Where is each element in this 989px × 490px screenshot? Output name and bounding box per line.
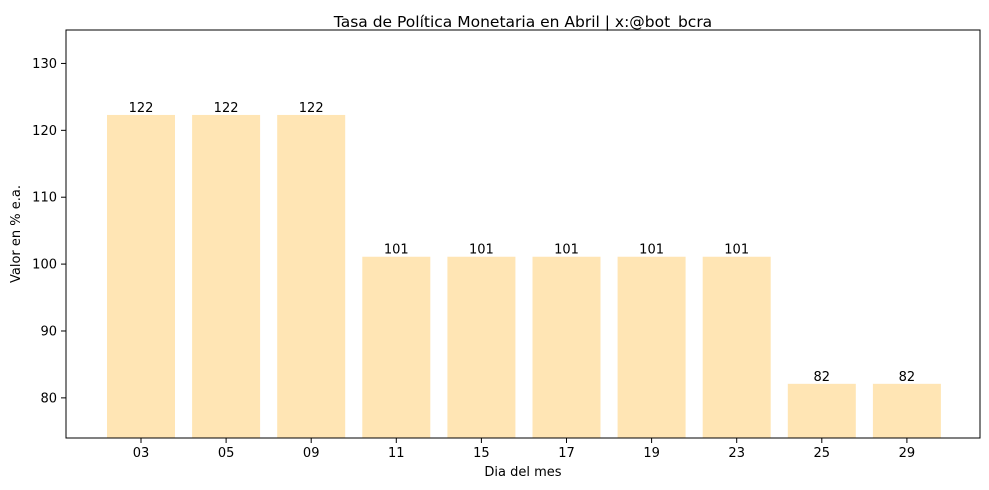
y-tick-label: 80 bbox=[40, 391, 57, 406]
x-tick-label: 25 bbox=[814, 446, 831, 461]
data-label: 101 bbox=[724, 243, 749, 258]
data-label: 82 bbox=[814, 370, 831, 385]
x-tick-label: 11 bbox=[388, 446, 405, 461]
x-tick-label: 09 bbox=[303, 446, 320, 461]
data-label: 82 bbox=[899, 370, 916, 385]
data-label: 122 bbox=[129, 101, 154, 116]
data-label: 101 bbox=[639, 243, 664, 258]
bar-09 bbox=[277, 114, 346, 438]
y-axis-label: Valor en % e.a. bbox=[9, 185, 24, 283]
x-tick-label: 15 bbox=[473, 446, 490, 461]
bar-05 bbox=[192, 114, 261, 438]
bar-23 bbox=[702, 256, 771, 438]
bar-19 bbox=[617, 256, 686, 438]
x-tick-label: 19 bbox=[643, 446, 660, 461]
x-tick-label: 17 bbox=[558, 446, 575, 461]
y-tick-label: 90 bbox=[40, 324, 57, 339]
bar-03 bbox=[107, 114, 175, 438]
x-tick-label: 03 bbox=[133, 446, 150, 461]
bar-17 bbox=[532, 256, 601, 438]
bar-15 bbox=[447, 256, 516, 438]
bar-29 bbox=[872, 383, 941, 438]
x-tick-label: 23 bbox=[728, 446, 745, 461]
y-tick-label: 110 bbox=[32, 191, 57, 206]
x-axis-label: Dia del mes bbox=[484, 465, 561, 480]
plot-frame bbox=[65, 29, 981, 439]
y-tick-label: 120 bbox=[32, 124, 57, 139]
plot-area: 80 90 100 110 120 130 122 03 122 05 122 09 101 11 101 1… bbox=[32, 57, 941, 461]
data-label: 122 bbox=[214, 101, 239, 116]
chart-title: Tasa de Política Monetaria en Abril | x:… bbox=[333, 13, 712, 32]
x-tick-label: 29 bbox=[899, 446, 916, 461]
data-label: 101 bbox=[554, 243, 579, 258]
data-label: 122 bbox=[299, 101, 324, 116]
data-label: 101 bbox=[384, 243, 409, 258]
data-label: 101 bbox=[469, 243, 494, 258]
y-tick-label: 100 bbox=[32, 258, 57, 273]
bar-25 bbox=[787, 383, 856, 438]
x-tick-label: 05 bbox=[218, 446, 235, 461]
y-tick-label: 130 bbox=[32, 57, 57, 72]
bar-11 bbox=[362, 256, 431, 438]
